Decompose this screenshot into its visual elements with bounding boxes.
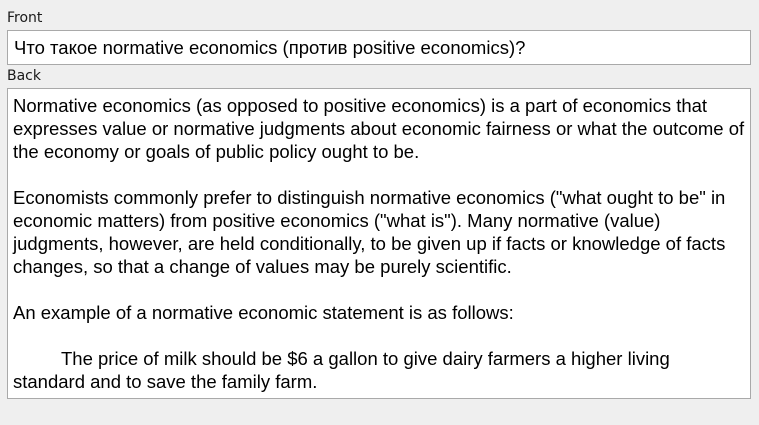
back-paragraph-definition: Normative economics (as opposed to posit…: [13, 95, 745, 162]
back-paragraph-example-intro: An example of a normative economic state…: [13, 302, 514, 323]
front-field-label: Front: [7, 10, 43, 26]
back-paragraph-distinction: Economists commonly prefer to distinguis…: [13, 187, 726, 277]
back-field-label: Back: [7, 68, 41, 84]
front-text-field[interactable]: Что такое normative economics (против po…: [7, 30, 751, 65]
front-field-text: Что такое normative economics (против po…: [14, 37, 526, 58]
back-text-area[interactable]: Normative economics (as opposed to posit…: [7, 88, 751, 399]
back-paragraph-example-quote: The price of milk should be $6 a gallon …: [13, 348, 670, 392]
